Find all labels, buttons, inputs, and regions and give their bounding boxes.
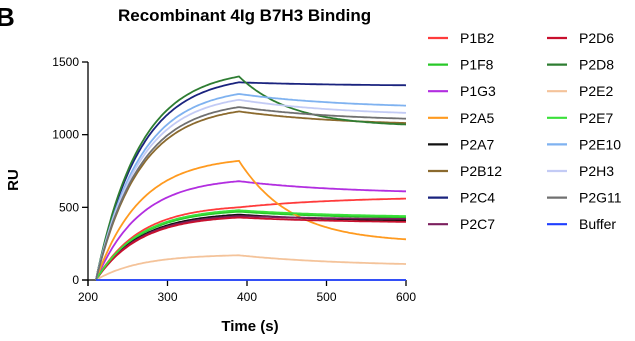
legend-item-p2c4: P2C4	[428, 190, 495, 206]
series-line-p2e2	[95, 254, 406, 281]
series-line-p1f8	[95, 210, 406, 281]
series-line-p2a5	[95, 159, 407, 281]
x-tick-label: 200	[78, 290, 98, 304]
y-tick-label: 500	[59, 200, 79, 214]
legend-label: P1F8	[460, 57, 494, 73]
legend-label: P1G3	[460, 83, 496, 99]
legend-item-p2g11: P2G11	[547, 190, 622, 206]
x-tick-label: 400	[237, 290, 257, 304]
panel-letter: B	[0, 2, 15, 32]
legend-item-buffer: Buffer	[547, 216, 616, 232]
legend-item-p2c7: P2C7	[428, 216, 495, 232]
chart-title: Recombinant 4Ig B7H3 Binding	[118, 6, 372, 25]
series-line-p1b2	[95, 197, 406, 281]
legend-item-p1g3: P1G3	[428, 83, 496, 99]
legend-item-p2d8: P2D8	[547, 57, 614, 73]
legend-label: P2C4	[460, 190, 495, 206]
legend-label: P2E2	[579, 83, 613, 99]
series-line-p1g3	[95, 180, 406, 281]
legend-item-p1f8: P1F8	[428, 57, 494, 73]
series-line-p2e7	[95, 209, 407, 281]
y-tick-label: 0	[72, 273, 79, 287]
x-tick-label: 300	[157, 290, 177, 304]
series-line-p2g11	[95, 106, 407, 281]
legend-item-p1b2: P1B2	[428, 30, 494, 46]
series-line-p2a7	[95, 213, 406, 281]
x-tick-label: 500	[316, 290, 336, 304]
series-line-p2d6	[95, 216, 407, 281]
series-line-p2e10	[95, 93, 406, 281]
legend-label: P2A7	[460, 136, 494, 152]
legend-label: P2G11	[579, 190, 622, 206]
legend-label: P2D8	[579, 57, 614, 73]
legend-item-p2d6: P2D6	[547, 30, 614, 46]
legend-label: P2D6	[579, 30, 614, 46]
x-axis-label: Time (s)	[221, 318, 278, 335]
legend-label: Buffer	[579, 216, 616, 232]
legend-item-p2e2: P2E2	[547, 83, 613, 99]
legend: P1B2 P1F8 P1G3 P2A5 P2A7 P2B12 P2C4 P2C7 P2D6 P2D…	[428, 30, 622, 232]
legend-item-p2b12: P2B12	[428, 163, 502, 179]
legend-label: P2B12	[460, 163, 502, 179]
series-line-p2b12	[95, 110, 406, 281]
legend-item-p2e7: P2E7	[547, 110, 613, 126]
legend-item-p2a7: P2A7	[428, 136, 494, 152]
series-line-p2c7	[95, 215, 407, 281]
legend-label: P2E10	[579, 136, 621, 152]
series-line-p2d8	[95, 75, 407, 281]
series-lines	[95, 75, 407, 281]
series-line-p2c4	[95, 81, 407, 281]
legend-label: P1B2	[460, 30, 494, 46]
y-tick-label: 1000	[52, 128, 79, 142]
legend-label: P2E7	[579, 110, 613, 126]
legend-item-p2e10: P2E10	[547, 136, 621, 152]
legend-label: P2A5	[460, 110, 494, 126]
series-line-p2h3	[95, 98, 407, 281]
legend-item-p2h3: P2H3	[547, 163, 614, 179]
legend-label: P2H3	[579, 163, 614, 179]
legend-label: P2C7	[460, 216, 495, 232]
x-tick-label: 600	[396, 290, 416, 304]
y-tick-label: 1500	[52, 55, 79, 69]
y-axis-label: RU	[5, 169, 22, 191]
legend-item-p2a5: P2A5	[428, 110, 494, 126]
